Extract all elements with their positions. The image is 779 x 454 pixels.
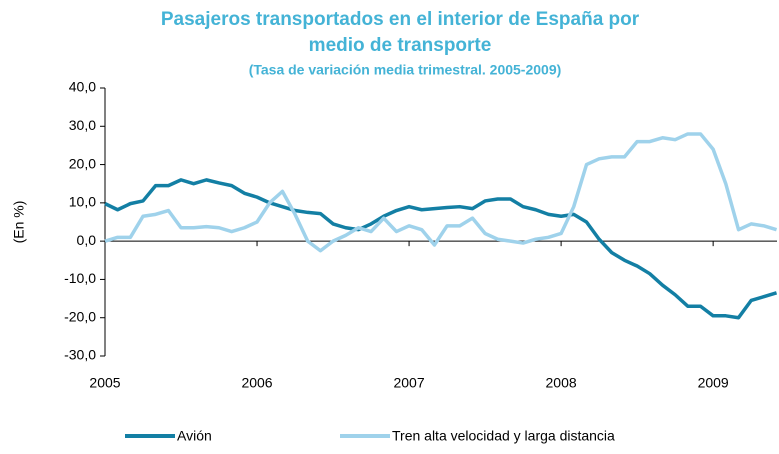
x-tick-label: 2009 (698, 375, 729, 391)
chart-subtitle: (Tasa de variación media trimestral. 200… (249, 62, 562, 78)
y-tick-label: 0,0 (77, 232, 97, 248)
chart-title: Pasajeros transportados en el interior d… (161, 9, 640, 30)
y-axis-label: (En %) (11, 201, 27, 244)
x-tick-label: 2005 (89, 375, 120, 391)
y-tick-label: -10,0 (64, 270, 96, 286)
legend-label: Tren alta velocidad y larga distancia (392, 428, 615, 444)
y-tick-label: 40,0 (69, 79, 96, 95)
line-series (104, 132, 778, 253)
y-tick-label: -20,0 (64, 308, 96, 324)
chart-title: medio de transporte (309, 35, 492, 56)
x-tick-label: 2006 (241, 375, 272, 391)
line-series (104, 178, 778, 320)
y-tick-label: 10,0 (69, 194, 96, 210)
y-tick-label: 20,0 (69, 155, 96, 171)
legend-label: Avión (177, 428, 212, 444)
x-tick-label: 2007 (393, 375, 424, 391)
x-tick-label: 2008 (546, 375, 577, 391)
y-tick-label: -30,0 (64, 347, 96, 363)
y-tick-label: 30,0 (69, 117, 96, 133)
